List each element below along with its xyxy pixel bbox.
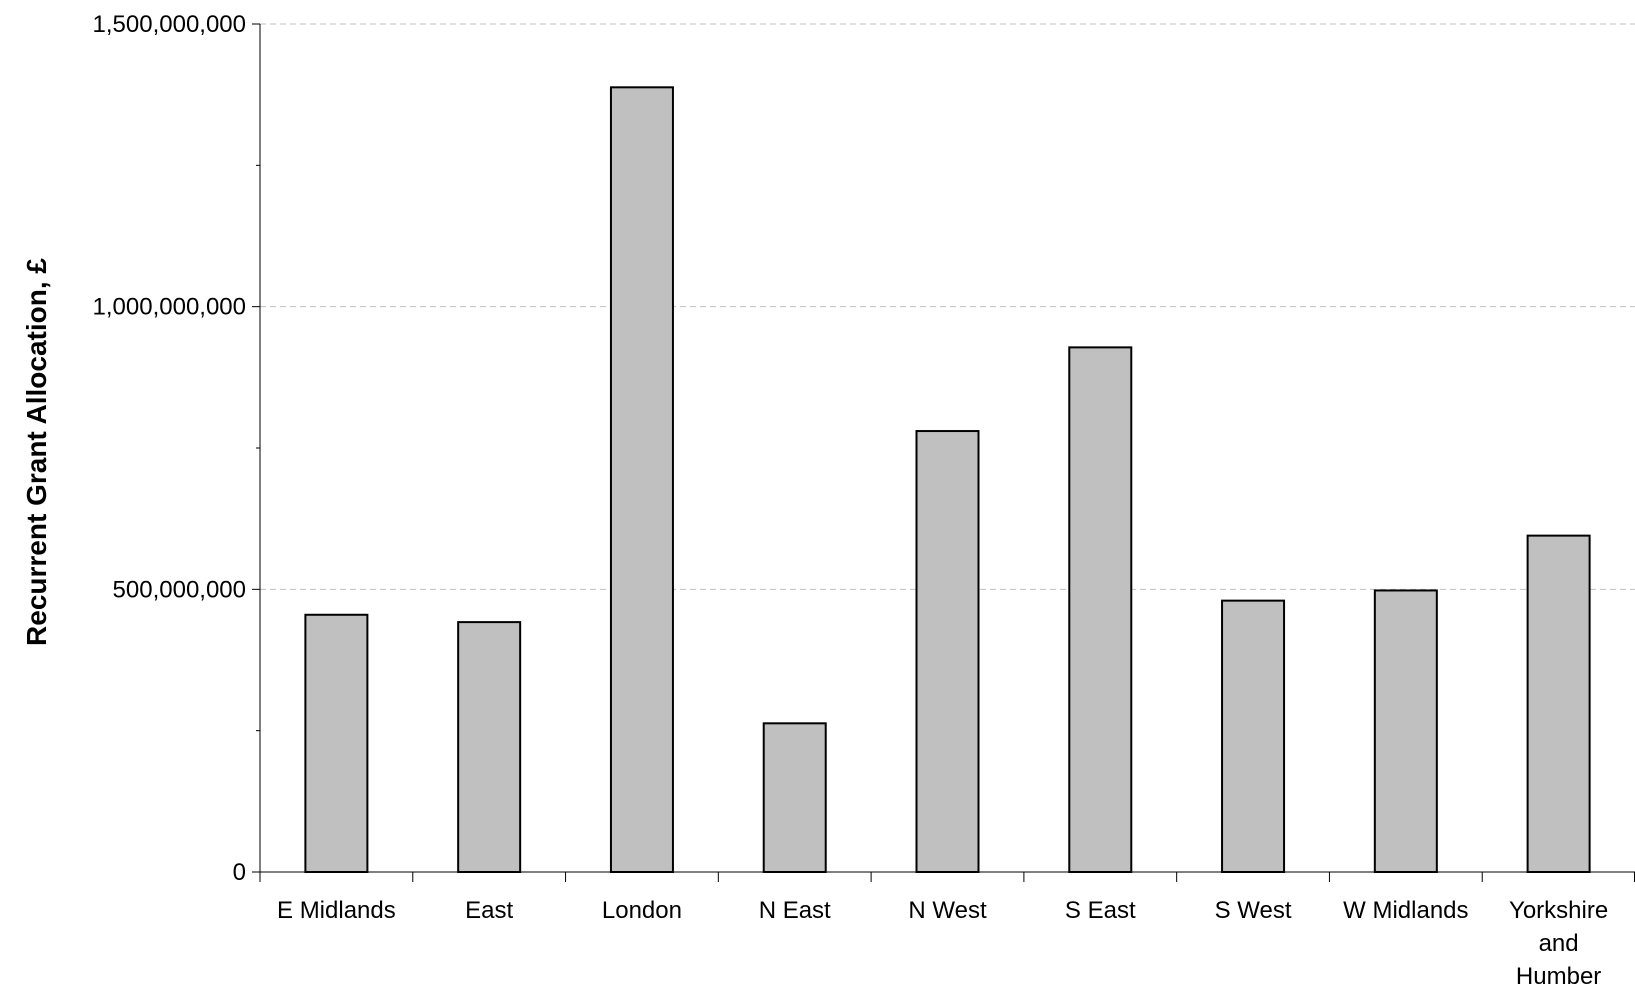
x-tick-labels: E Midlands East London N East N West S East S …	[277, 897, 1608, 989]
bar-s-west	[1221, 599, 1286, 873]
y-axis-title: Recurrent Grant Allocation, £	[21, 258, 52, 646]
bar-w-midlands	[1373, 589, 1438, 873]
bar-n-east	[762, 722, 827, 873]
bar-east	[457, 621, 522, 874]
x-tick-label: W Midlands	[1343, 897, 1468, 924]
x-tick-label: N East	[759, 897, 831, 924]
y-tick-label: 500,000,000	[113, 576, 246, 603]
x-tick-label: S West	[1215, 897, 1292, 924]
x-tick-label: East	[465, 897, 513, 924]
x-tick-label: Yorkshire and Humber	[1509, 897, 1608, 989]
bar-n-west	[915, 430, 980, 873]
y-tick-label: 1,000,000,000	[93, 294, 246, 321]
y-tick-label: 1,500,000,000	[93, 11, 246, 38]
bar-e-midlands	[304, 613, 369, 873]
bar-london	[609, 86, 674, 874]
x-tick-label: N West	[908, 897, 987, 924]
x-tick-label: S East	[1065, 897, 1136, 924]
y-tick-label: 0	[233, 859, 246, 886]
bar-s-east	[1068, 346, 1133, 873]
x-tick-label: London	[602, 897, 682, 924]
x-tick-label: E Midlands	[277, 897, 396, 924]
bar-yorkshire-and-humber	[1526, 534, 1591, 873]
axes	[252, 23, 1635, 882]
gridlines	[260, 23, 1635, 590]
bars	[304, 86, 1591, 874]
y-tick-labels: 0 500,000,000 1,000,000,000 1,500,000,000	[93, 11, 246, 886]
